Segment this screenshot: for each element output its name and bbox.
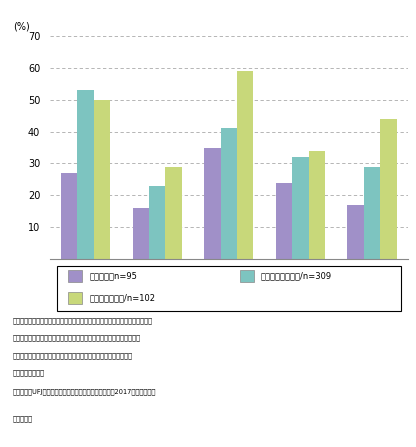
Bar [68, 270, 82, 283]
Bar [276, 183, 292, 259]
Text: 業省作成。: 業省作成。 [12, 416, 32, 422]
Bar [94, 100, 110, 259]
Bar [347, 205, 364, 259]
Bar [204, 148, 220, 259]
Text: 資料：三菱UFJリサーチ＆コンサルティング株式会社（2017）から経済産: 資料：三菱UFJリサーチ＆コンサルティング株式会社（2017）から経済産 [12, 389, 156, 396]
Bar [380, 119, 396, 259]
Bar [309, 151, 325, 259]
Text: 間接輸出／n=95: 間接輸出／n=95 [89, 272, 137, 281]
Text: 卸売企業を除く。: 卸売企業を除く。 [12, 370, 45, 376]
Bar [149, 186, 166, 259]
Text: 直接輸出（大）/n=102: 直接輸出（大）/n=102 [89, 293, 155, 303]
Bar [68, 292, 82, 304]
Bar [240, 270, 254, 283]
Text: 備考：輸出等の開始・拡大に際し重要と考える人材に関するアンケート調査。: 備考：輸出等の開始・拡大に際し重要と考える人材に関するアンケート調査。 [12, 317, 153, 324]
Text: 直接輸出（中小）/n=309: 直接輸出（中小）/n=309 [261, 272, 332, 281]
Text: は間接輸出を行っているが直接輸出を行っていない企業。いずれも: は間接輸出を行っているが直接輸出を行っていない企業。いずれも [12, 352, 132, 359]
Bar [133, 208, 149, 259]
Text: 「直接輸出」は直接輸出を含む輸出を行っている企業。「間接輸出」: 「直接輸出」は直接輸出を含む輸出を行っている企業。「間接輸出」 [12, 335, 141, 342]
Bar [166, 167, 182, 259]
Y-axis label: (%): (%) [13, 21, 30, 31]
Bar [364, 167, 380, 259]
Bar [61, 173, 77, 259]
Bar [77, 90, 94, 259]
Bar [292, 157, 309, 259]
Bar [220, 128, 237, 259]
FancyBboxPatch shape [57, 266, 401, 311]
Bar [237, 71, 253, 259]
